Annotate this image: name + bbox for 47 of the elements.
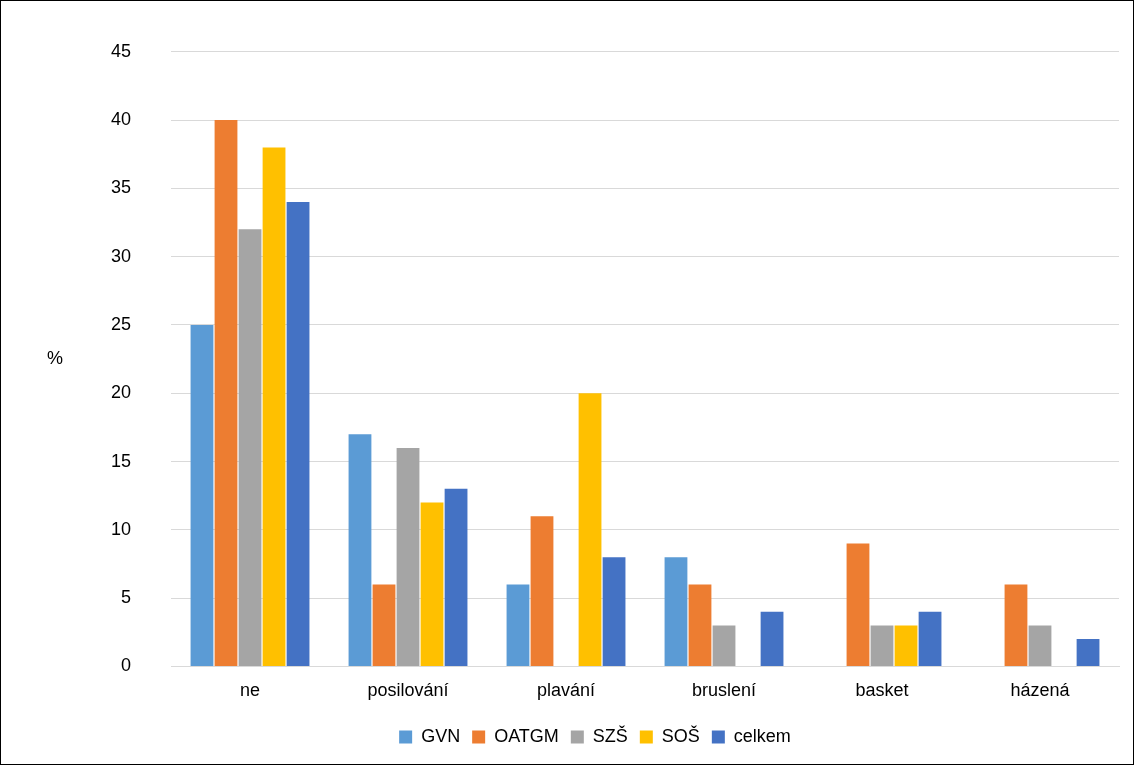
- y-tick-label: 20: [110, 382, 132, 403]
- y-tick-label: 0: [121, 655, 132, 676]
- bar: [190, 324, 214, 666]
- legend-label: SZŠ: [592, 724, 628, 746]
- y-tick-label: 30: [110, 245, 132, 266]
- bar: [1004, 584, 1028, 666]
- x-tick-label: ne: [240, 680, 261, 701]
- bar: [444, 488, 468, 666]
- bar: [894, 625, 918, 666]
- y-tick-label: 35: [110, 177, 132, 198]
- bar: [214, 120, 238, 666]
- legend-label: GVN: [421, 725, 461, 746]
- y-tick-label: 10: [110, 518, 132, 539]
- legend-label: OATGM: [494, 725, 559, 746]
- y-tick-label: 45: [110, 40, 132, 61]
- bar: [1028, 625, 1052, 666]
- bar: [372, 584, 396, 666]
- bar: [396, 447, 420, 666]
- bar: [286, 202, 310, 666]
- x-tick-label: plavání: [536, 680, 596, 701]
- bar: [712, 625, 736, 666]
- bar: [602, 557, 626, 666]
- y-tick-label: 25: [110, 313, 132, 334]
- bar: [760, 611, 784, 666]
- y-tick-label: 5: [121, 587, 132, 608]
- bar: [688, 584, 712, 666]
- y-tick-label: 40: [110, 109, 132, 130]
- bar: [530, 516, 554, 666]
- y-tick-label: 15: [110, 450, 132, 471]
- bar: [420, 502, 444, 666]
- bar: [262, 147, 286, 666]
- bar: [870, 625, 894, 666]
- bar: [578, 393, 602, 666]
- x-tick-label: bruslení: [691, 680, 757, 701]
- legend-label: celkem: [733, 725, 791, 746]
- x-tick-label: posilování: [367, 680, 449, 701]
- bar: [664, 557, 688, 666]
- bar: [348, 434, 372, 666]
- bar: [1076, 639, 1100, 666]
- x-tick-label: házená: [1010, 680, 1071, 701]
- x-tick-label: basket: [855, 680, 909, 701]
- bar: [846, 543, 870, 666]
- legend-label: SOŠ: [661, 724, 700, 746]
- bar: [238, 229, 262, 666]
- bar: [918, 611, 942, 666]
- bar: [506, 584, 530, 666]
- y-axis-title: %: [46, 348, 64, 369]
